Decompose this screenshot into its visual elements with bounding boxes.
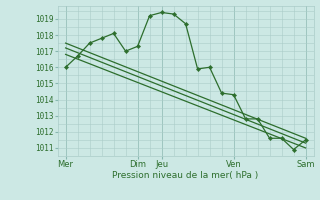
X-axis label: Pression niveau de la mer( hPa ): Pression niveau de la mer( hPa ) [112,171,259,180]
